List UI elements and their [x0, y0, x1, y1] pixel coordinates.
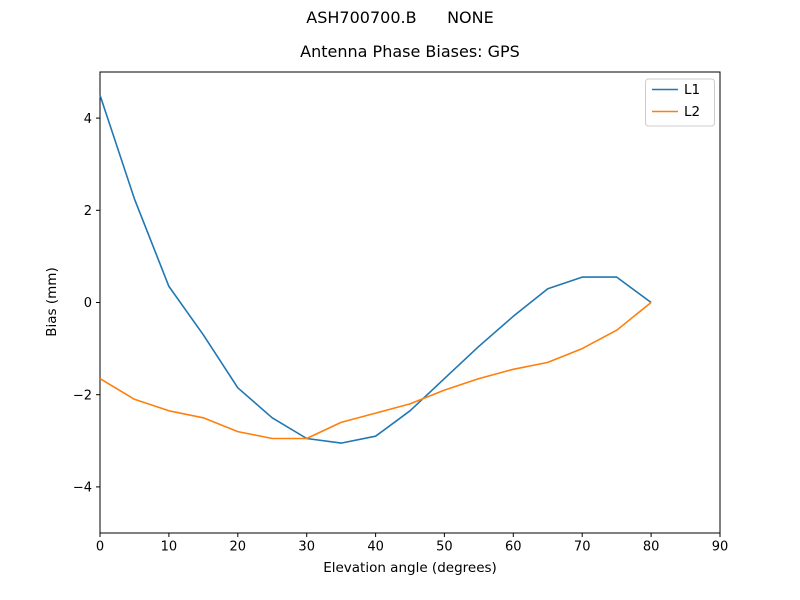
y-tick-label: −2	[73, 388, 92, 403]
x-tick-label: 60	[505, 540, 522, 555]
l2-line	[99, 301, 652, 440]
x-tick-label: 70	[574, 540, 591, 555]
legend-label-l1: L1	[684, 82, 700, 98]
x-tick-label: 30	[298, 540, 315, 555]
chart-title: Antenna Phase Biases: GPS	[300, 42, 520, 61]
x-tick-label: 80	[643, 540, 660, 555]
y-tick-label: 2	[84, 204, 92, 219]
plot-frame	[99, 71, 721, 534]
x-tick-label: 90	[712, 540, 729, 555]
figure-suptitle: ASH700700.B NONE	[306, 8, 494, 27]
legend-label-l2: L2	[684, 104, 700, 120]
x-tick-label: 20	[230, 540, 247, 555]
x-tick-label: 50	[436, 540, 453, 555]
y-tick-label: 0	[84, 296, 92, 311]
legend-box	[645, 78, 715, 127]
y-axis-label: Bias (mm)	[43, 267, 60, 337]
x-tick-label: 10	[161, 540, 178, 555]
l1-line	[99, 94, 652, 444]
x-tick-label: 40	[367, 540, 384, 555]
y-tick-label: −4	[73, 481, 92, 496]
y-tick-label: 4	[84, 112, 92, 127]
x-tick-label: 0	[96, 540, 104, 555]
x-axis-label: Elevation angle (degrees)	[323, 560, 497, 576]
